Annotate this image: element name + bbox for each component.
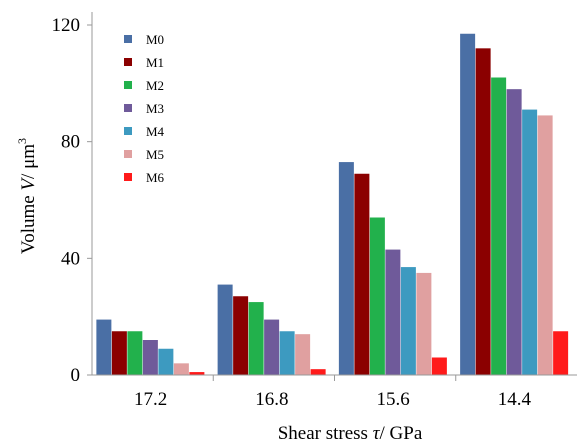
x-axis-ticks: 17.2 16.8 15.6 14.4	[134, 375, 532, 410]
bar-m5-15_6	[416, 272, 432, 375]
bar-m0-15_6	[338, 162, 354, 375]
bar-m3-14_4	[506, 89, 522, 376]
bar-m5-17_2	[173, 363, 189, 375]
bar-m5-16_8	[295, 334, 311, 375]
bar-m0-16_8	[217, 284, 233, 375]
legend-swatch-m3	[124, 104, 132, 112]
y-tick-label: 40	[61, 248, 80, 269]
legend-label-m5: M5	[146, 147, 164, 162]
bar-m3-16_8	[264, 319, 280, 375]
bar-m6-17_2	[189, 372, 205, 375]
bar-m1-14_4	[475, 48, 491, 375]
legend-swatch-m4	[124, 127, 132, 135]
legend-swatch-m2	[124, 81, 132, 89]
bar-m4-17_2	[158, 348, 174, 375]
y-tick-label: 80	[61, 132, 80, 153]
bar-m1-16_8	[233, 296, 249, 375]
legend-label-m3: M3	[146, 101, 164, 116]
legend-label-m1: M1	[146, 55, 164, 70]
legend-label-m0: M0	[146, 32, 164, 47]
bar-m4-16_8	[279, 331, 295, 375]
bar-m2-17_2	[127, 331, 143, 375]
x-axis-label: Shear stress τ/ GPa	[278, 423, 423, 444]
y-axis-ticks: 0 40 80 120	[52, 15, 92, 386]
x-tick-label: 17.2	[134, 389, 167, 410]
bars	[96, 33, 569, 376]
legend-swatch-m6	[124, 173, 132, 181]
bar-m0-17_2	[96, 319, 112, 375]
y-tick-label: 120	[52, 15, 81, 36]
legend-label-m6: M6	[146, 170, 165, 185]
bar-m6-15_6	[431, 357, 447, 375]
bar-m1-17_2	[111, 331, 127, 375]
legend-swatch-m0	[124, 35, 132, 43]
bar-m0-14_4	[460, 33, 476, 375]
legend-label-m2: M2	[146, 78, 164, 93]
x-tick-label: 14.4	[498, 389, 532, 410]
bar-m4-14_4	[522, 109, 538, 375]
y-tick-label: 0	[71, 365, 81, 386]
bar-m3-15_6	[385, 249, 401, 375]
x-tick-label: 16.8	[255, 389, 288, 410]
legend-swatch-m1	[124, 58, 132, 66]
bar-m3-17_2	[142, 340, 158, 375]
bar-m1-15_6	[354, 173, 370, 375]
bar-m6-16_8	[310, 369, 326, 375]
bar-m2-15_6	[369, 217, 385, 375]
bar-m2-16_8	[248, 302, 264, 375]
bar-m2-14_4	[491, 77, 507, 375]
legend-label-m4: M4	[146, 124, 165, 139]
y-axis-label: Volume V/ μm3	[15, 138, 39, 254]
bar-m5-14_4	[537, 115, 553, 376]
x-tick-label: 15.6	[377, 389, 410, 410]
bar-m4-15_6	[400, 267, 416, 375]
legend-swatch-m5	[124, 150, 132, 158]
bar-m6-14_4	[553, 331, 569, 375]
legend: M0 M1 M2 M3 M4 M5 M6	[124, 32, 165, 185]
